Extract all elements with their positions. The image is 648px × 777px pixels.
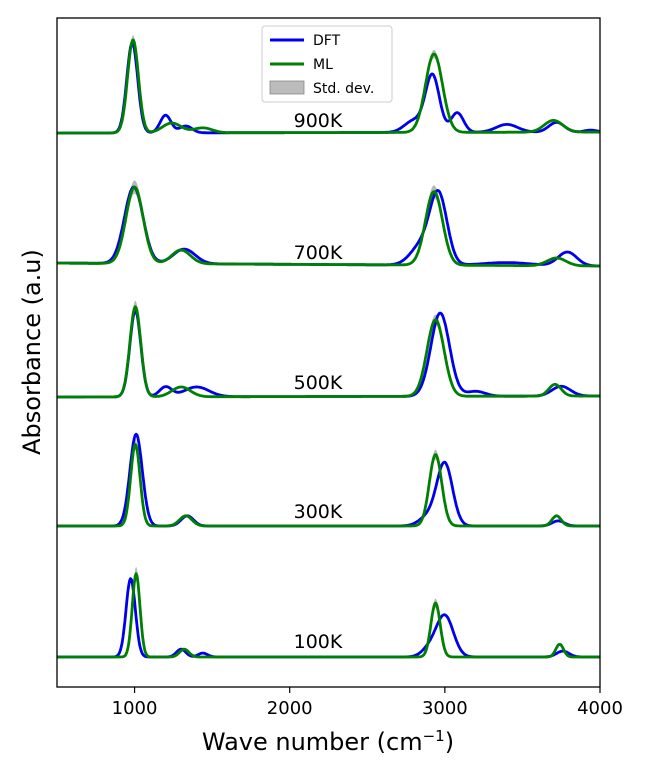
- legend-label-ml: ML: [313, 57, 333, 73]
- temperature-label-700K: 700K: [294, 242, 343, 264]
- ml-line-300K: [56, 443, 601, 528]
- x-tick-label: 2000: [267, 698, 313, 719]
- temperature-label-300K: 300K: [294, 501, 343, 523]
- plot-frame: [56, 17, 601, 688]
- legend-label-dft: DFT: [313, 33, 341, 49]
- ml-line-100K: [56, 572, 601, 659]
- x-tick-label: 4000: [577, 698, 623, 719]
- x-tick-label: 1000: [112, 698, 158, 719]
- temperature-label-900K: 900K: [294, 110, 343, 132]
- ml-line-700K: [56, 185, 601, 268]
- temperature-label-500K: 500K: [294, 372, 343, 394]
- y-axis-title: Absorbance (a.u): [18, 249, 46, 455]
- ml-line-500K: [56, 305, 601, 399]
- temperature-label-100K: 100K: [294, 631, 343, 653]
- x-axis-ticks: 1000 2000 3000 4000: [112, 687, 623, 719]
- legend-swatch-std: [269, 80, 305, 95]
- x-tick-label: 3000: [422, 698, 468, 719]
- legend-label-std: Std. dev.: [313, 81, 374, 97]
- ml-line-900K: [56, 38, 601, 135]
- x-axis-title: Wave number (cm−1): [202, 727, 454, 756]
- legend: DFT ML Std. dev.: [261, 25, 393, 103]
- temperature-labels: 900K 700K 500K 300K 100K: [294, 110, 343, 653]
- spectra-curves: [56, 35, 601, 659]
